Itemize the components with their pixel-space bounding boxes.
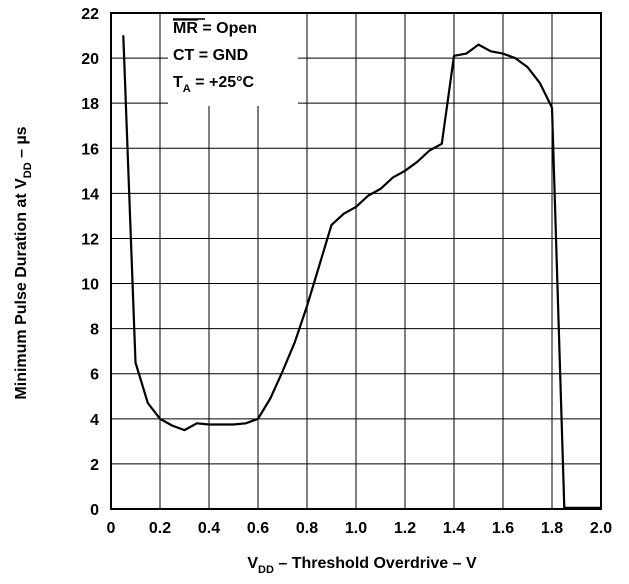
data-point	[588, 507, 590, 509]
y-axis-title-rest: – µs	[13, 126, 30, 162]
x-axis-title-sub: DD	[258, 564, 274, 576]
condition-mr-rest: = Open	[198, 20, 257, 37]
conditions-box-bg	[168, 14, 298, 106]
x-tick-label: 1.8	[541, 520, 563, 537]
data-point	[563, 507, 565, 509]
y-tick-label: 18	[81, 96, 99, 113]
y-axis-title-main: Minimum Pulse Duration at V	[13, 178, 30, 400]
x-tick-label: 0.4	[198, 520, 220, 537]
data-point	[526, 66, 529, 68]
plot-frame	[110, 12, 602, 510]
x-axis-title-rest: – Threshold Overdrive – V	[274, 555, 477, 572]
data-point	[134, 361, 137, 364]
data-point	[490, 50, 492, 52]
data-point	[122, 34, 124, 37]
x-tick-label: 0	[107, 520, 116, 537]
x-tick-label: 2.0	[590, 520, 612, 537]
data-point	[428, 149, 431, 152]
data-point	[159, 418, 161, 420]
data-point	[539, 82, 541, 84]
y-tick-label: 2	[90, 457, 99, 474]
y-tick-label: 6	[90, 367, 99, 384]
y-tick-label: 8	[90, 322, 99, 339]
data-point	[441, 143, 443, 145]
data-point	[343, 213, 345, 215]
y-tick-labels: 0 2 4 6 8 10 12 14 16 18 20 22	[81, 6, 99, 519]
data-point	[416, 161, 418, 163]
data-point	[392, 176, 394, 179]
y-tick-label: 14	[81, 186, 99, 203]
y-tick-label: 12	[81, 231, 99, 248]
y-tick-label: 20	[81, 51, 99, 68]
data-point	[220, 423, 222, 426]
data-point	[183, 429, 186, 431]
data-point	[171, 424, 173, 427]
data-point	[355, 206, 357, 208]
data-point	[318, 264, 320, 267]
x-tick-labels: 0 0.2 0.4 0.6 0.8 1.0 1.2 1.4 1.6 1.8 2.0	[107, 520, 613, 537]
condition-ct: CT = GND	[173, 47, 248, 64]
data-point	[257, 418, 259, 420]
condition-ta: TA = +25°C	[173, 74, 255, 95]
data-point	[281, 370, 284, 373]
data-point	[551, 107, 553, 109]
data-point	[404, 170, 406, 172]
data-point	[330, 224, 333, 226]
y-tick-label: 10	[81, 277, 99, 294]
x-tick-label: 1.4	[443, 520, 465, 537]
y-tick-label: 16	[81, 141, 99, 158]
y-tick-label: 22	[81, 6, 99, 23]
data-point	[514, 57, 516, 59]
x-tick-label: 0.6	[247, 520, 269, 537]
x-tick-label: 1.6	[492, 520, 514, 537]
conditions-legend: MR = Open CT = GND TA = +25°C	[173, 18, 257, 95]
data-point	[453, 55, 455, 57]
data-point	[196, 422, 198, 424]
data-points	[122, 34, 602, 509]
data-point	[379, 188, 382, 190]
condition-ta-sub: A	[183, 83, 191, 95]
data-point	[306, 305, 308, 307]
y-axis-title: Minimum Pulse Duration at VDD – µs	[13, 126, 34, 399]
condition-ta-rest: = +25°C	[191, 74, 255, 91]
condition-mr-overlined: MR	[173, 20, 198, 37]
data-point	[502, 52, 504, 55]
x-axis-title-main: V	[247, 555, 258, 572]
x-tick-label: 1.0	[345, 520, 367, 537]
x-tick-label: 0.8	[296, 520, 318, 537]
data-point	[232, 423, 235, 426]
condition-mr: MR = Open	[173, 20, 257, 37]
data-point	[147, 402, 149, 404]
data-point	[208, 423, 210, 426]
condition-ta-main: T	[173, 74, 183, 91]
y-axis-title-sub: DD	[22, 162, 34, 178]
data-point	[600, 507, 602, 509]
y-tick-label: 4	[90, 412, 99, 429]
data-point	[367, 195, 369, 197]
series-line	[122, 35, 601, 509]
x-tick-label: 0.2	[149, 520, 171, 537]
y-tick-label: 0	[90, 502, 99, 519]
data-point	[477, 43, 480, 46]
data-point	[245, 422, 247, 424]
x-axis-title: VDD – Threshold Overdrive – V	[247, 555, 477, 576]
data-point	[294, 341, 296, 343]
x-tick-label: 1.2	[394, 520, 416, 537]
data-point	[269, 397, 271, 400]
data-point	[575, 507, 578, 509]
data-point	[465, 52, 467, 55]
